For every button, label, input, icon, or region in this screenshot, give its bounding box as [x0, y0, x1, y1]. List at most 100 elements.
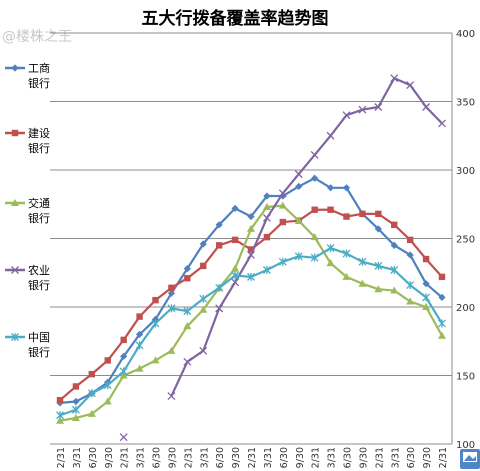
data-point [390, 286, 399, 294]
data-point [438, 273, 446, 281]
data-point [56, 416, 64, 424]
data-point [119, 367, 128, 376]
data-point [87, 389, 96, 398]
legend-label: 工商 [28, 61, 50, 75]
data-point [11, 199, 19, 206]
data-point [294, 216, 303, 224]
series-中国银行 [56, 244, 446, 420]
data-point [247, 224, 255, 232]
data-point [342, 249, 351, 258]
data-point [11, 266, 19, 274]
x-tick-label: 2/31 [56, 447, 67, 468]
data-point [103, 381, 112, 390]
data-point [342, 272, 351, 280]
legend-label-line2: 银行 [28, 211, 50, 225]
data-point [359, 210, 366, 218]
data-point [135, 330, 144, 338]
data-point [72, 397, 80, 406]
x-tick-label: 9/30 [358, 447, 369, 468]
data-point [263, 233, 271, 241]
y-axis: 100 150 200 250 300 350 400 [451, 29, 475, 451]
data-point [120, 336, 127, 344]
data-point [119, 433, 128, 442]
x-tick-label: 2/31 [311, 447, 322, 468]
data-point [135, 364, 144, 372]
x-tick-label: 9/30 [422, 447, 433, 468]
x-tick-label: 9/30 [295, 447, 306, 468]
x-tick-label: 3/31 [327, 447, 338, 468]
data-point [11, 129, 19, 137]
data-point [135, 341, 144, 350]
data-point [247, 212, 255, 221]
data-point [390, 266, 399, 275]
data-point [438, 331, 446, 339]
y-tick-label: 150 [456, 372, 475, 383]
legend-label: 交通 [28, 196, 50, 210]
data-point [374, 225, 382, 233]
legend-label-line2: 银行 [28, 76, 50, 90]
data-point [120, 352, 128, 360]
data-point [343, 213, 350, 220]
data-point [311, 206, 318, 213]
series-建设银行 [56, 206, 446, 404]
data-point [11, 64, 19, 72]
x-tick-label: 6/30 [343, 447, 354, 468]
data-point [215, 283, 224, 292]
y-tick-label: 200 [456, 303, 475, 314]
data-point [422, 280, 430, 288]
data-point [263, 192, 271, 200]
x-tick-label: 3/31 [263, 447, 274, 468]
data-point [136, 313, 143, 320]
data-point [247, 250, 255, 259]
data-point [422, 103, 431, 111]
data-point [294, 252, 303, 261]
x-tick-label: 2/31 [183, 447, 194, 468]
data-point [375, 210, 382, 218]
series-group [56, 74, 446, 442]
y-tick-label: 400 [456, 29, 475, 40]
x-tick-label: 9/30 [231, 447, 242, 468]
data-point [438, 293, 446, 302]
data-point [183, 322, 192, 330]
data-point [438, 119, 446, 128]
x-tick-label: 6/30 [215, 447, 226, 468]
x-tick-label: 3/31 [72, 447, 83, 468]
data-point [247, 246, 255, 253]
data-point [374, 103, 383, 111]
data-point [199, 305, 208, 313]
data-point [184, 275, 191, 282]
data-point [151, 319, 160, 328]
x-tick-label: 6/30 [279, 447, 290, 468]
data-point [152, 296, 159, 304]
legend-label-line2: 银行 [28, 141, 50, 155]
x-tick-label: 2/31 [247, 447, 258, 468]
data-point [88, 370, 96, 378]
data-point [151, 315, 160, 323]
x-tick-label: 3/31 [136, 447, 147, 468]
data-point [231, 278, 240, 287]
y-tick-label: 300 [456, 166, 475, 177]
x-tick-label: 3/31 [199, 447, 210, 468]
data-point [231, 204, 239, 212]
grid-lines [50, 32, 452, 445]
data-point [358, 257, 367, 266]
series-农业银行 [119, 74, 446, 442]
legend-label: 农业 [28, 263, 50, 277]
data-point [167, 304, 176, 313]
data-point [295, 182, 303, 191]
data-point [310, 150, 319, 159]
x-tick-label: 6/30 [152, 447, 163, 468]
series-工商银行 [56, 174, 446, 407]
x-tick-label: 2/31 [374, 447, 385, 468]
data-point [278, 257, 287, 266]
data-point [167, 346, 176, 354]
y-tick-label: 250 [456, 235, 475, 246]
watermark: @楼株之王 [2, 29, 72, 45]
series-交通银行 [56, 201, 446, 424]
data-point [72, 383, 80, 390]
